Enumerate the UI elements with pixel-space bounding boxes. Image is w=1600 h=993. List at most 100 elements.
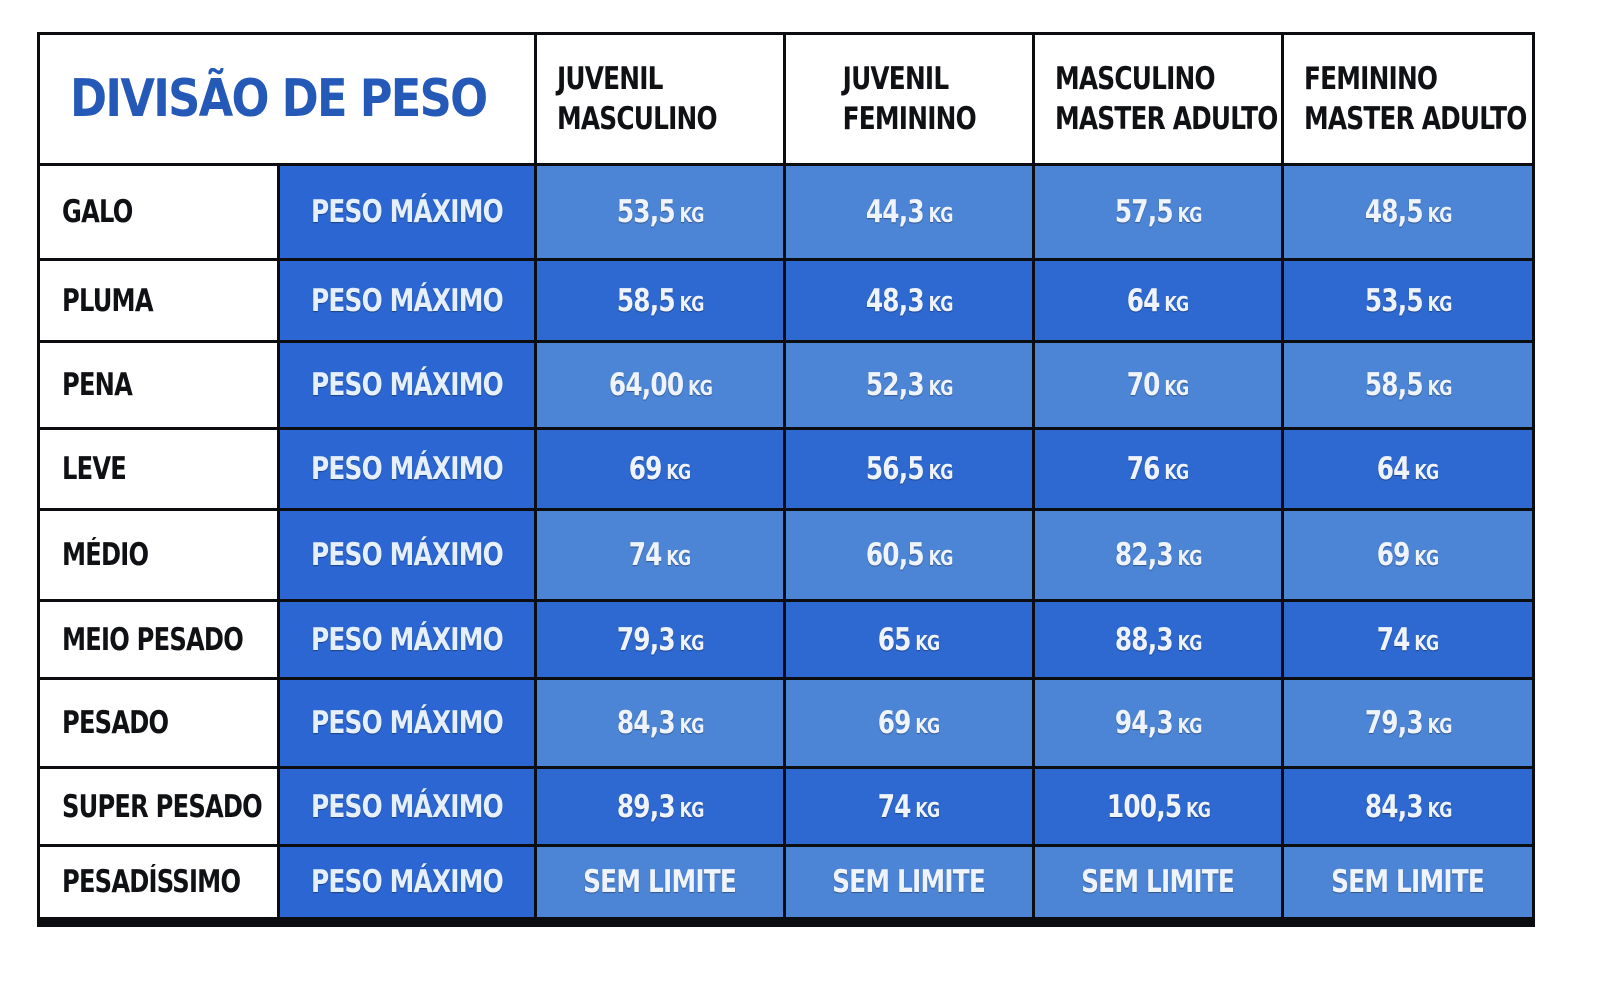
weight-value: 79,3 KG	[617, 622, 705, 658]
weight-value: 58,5 KG	[1364, 367, 1453, 403]
weight-unit: KG	[915, 797, 941, 822]
weight-value-cell: 79,3 KG	[537, 602, 783, 677]
weight-value: 44,3 KG	[866, 194, 954, 230]
weight-value: 84,3 KG	[616, 705, 705, 741]
weight-number: SEM LIMITE	[1081, 864, 1236, 900]
table-title: DIVISÃO DE PESO	[70, 69, 488, 129]
weight-unit: KG	[679, 714, 704, 738]
category-cell: PESADÍSSIMO	[40, 847, 277, 917]
weight-unit: KG	[1177, 546, 1202, 570]
weight-number: 84,3	[616, 705, 676, 741]
weight-value-cell: 74 KG	[537, 511, 783, 599]
category-label: PESADÍSSIMO	[62, 864, 241, 900]
weight-value-cell: 64,00 KG	[537, 343, 783, 427]
category-cell: GALO	[40, 166, 277, 258]
weight-value-cell: 57,5 KG	[1035, 166, 1281, 258]
weight-value-cell: 69 KG	[1284, 511, 1532, 599]
category-label: MÉDIO	[62, 537, 149, 573]
weight-value-cell: 48,5 KG	[1284, 166, 1532, 258]
weight-unit: KG	[1177, 630, 1202, 655]
weight-value: 48,5 KG	[1365, 194, 1453, 230]
weight-number: 84,3	[1364, 788, 1424, 825]
weight-value: 53,5 KG	[617, 194, 705, 230]
weight-value: 79,3 KG	[1364, 705, 1453, 741]
weight-value-cell: 64 KG	[1284, 430, 1532, 508]
weight-value-cell: 65 KG	[786, 602, 1032, 677]
weight-number: 69	[1377, 537, 1411, 573]
weight-unit: KG	[1177, 714, 1202, 738]
weight-unit: KG	[928, 376, 953, 400]
weight-value-cell: 76 KG	[1035, 430, 1281, 508]
weight-value-cell: 52,3 KG	[786, 343, 1032, 427]
weight-number: 70	[1127, 367, 1161, 403]
weight-value: 94,3 KG	[1114, 705, 1203, 741]
peso-maximo-label: PESO MÁXIMO	[311, 788, 504, 825]
weight-value: SEM LIMITE	[584, 864, 738, 900]
column-header-line2: MASCULINO	[557, 101, 718, 137]
category-cell: PENA	[40, 343, 277, 427]
weight-number: 65	[878, 621, 912, 658]
weight-value: 52,3 KG	[865, 367, 954, 403]
category-cell: MÉDIO	[40, 511, 277, 599]
weight-number: 58,5	[1364, 367, 1424, 403]
weight-unit: KG	[666, 546, 692, 570]
weight-unit: KG	[928, 460, 953, 484]
category-label: PENA	[62, 367, 133, 403]
weight-value-cell: SEM LIMITE	[786, 847, 1032, 917]
weight-unit: KG	[915, 714, 941, 738]
weight-unit: KG	[1427, 797, 1452, 822]
category-label: PLUMA	[62, 282, 154, 319]
weight-value-cell: 60,5 KG	[786, 511, 1032, 599]
weight-value: 69 KG	[1377, 537, 1439, 573]
weight-number: 100,5	[1106, 788, 1181, 825]
weight-number: 94,3	[1114, 705, 1174, 741]
weight-number: 64	[1377, 451, 1411, 487]
weight-number: SEM LIMITE	[832, 864, 987, 900]
peso-maximo-label: PESO MÁXIMO	[311, 282, 504, 319]
weight-value: SEM LIMITE	[832, 864, 987, 900]
weight-number: 58,5	[616, 282, 676, 319]
weight-value-cell: 74 KG	[786, 769, 1032, 844]
weight-value-cell: 79,3 KG	[1284, 680, 1532, 766]
peso-maximo-cell: PESO MÁXIMO	[280, 430, 534, 508]
weight-value: 56,5 KG	[866, 451, 954, 487]
weight-number: 88,3	[1114, 621, 1174, 658]
weight-number: 79,3	[1364, 705, 1424, 741]
weight-unit: KG	[1427, 376, 1452, 400]
peso-maximo-label: PESO MÁXIMO	[311, 194, 504, 230]
peso-maximo-label: PESO MÁXIMO	[311, 621, 504, 658]
weight-unit: KG	[1164, 376, 1190, 400]
weight-value: 74 KG	[629, 537, 691, 573]
category-label: MEIO PESADO	[62, 621, 244, 658]
category-cell: PESADO	[40, 680, 277, 766]
weight-number: 48,3	[865, 282, 925, 319]
weight-value-cell: 64 KG	[1035, 261, 1281, 340]
weight-unit: KG	[1414, 546, 1440, 570]
weight-value: SEM LIMITE	[1332, 864, 1486, 900]
weight-unit: KG	[679, 630, 704, 655]
column-header-line2: MASTER ADULTO	[1055, 101, 1278, 137]
weight-value-cell: SEM LIMITE	[1035, 847, 1281, 917]
peso-maximo-cell: PESO MÁXIMO	[280, 680, 534, 766]
weight-number: 52,3	[865, 367, 925, 403]
weight-value-cell: 84,3 KG	[537, 680, 783, 766]
weight-unit: KG	[679, 291, 704, 316]
category-label: SUPER PESADO	[62, 788, 263, 825]
peso-maximo-cell: PESO MÁXIMO	[280, 511, 534, 599]
weight-value-cell: 82,3 KG	[1035, 511, 1281, 599]
column-header-line2: MASTER ADULTO	[1304, 101, 1527, 137]
table-grid: DIVISÃO DE PESO JUVENIL MASCULINO JUVENI…	[40, 35, 1532, 917]
weight-value: 76 KG	[1127, 451, 1189, 487]
weight-unit: KG	[679, 797, 704, 822]
category-cell: MEIO PESADO	[40, 602, 277, 677]
weight-value: 60,5 KG	[866, 537, 954, 573]
weight-value: 64 KG	[1127, 283, 1189, 319]
weight-unit: KG	[1164, 460, 1190, 484]
peso-maximo-label: PESO MÁXIMO	[311, 537, 504, 573]
column-header-line1: FEMININO	[1304, 61, 1438, 97]
weight-value-cell: 48,3 KG	[786, 261, 1032, 340]
weight-unit: KG	[915, 630, 941, 655]
weight-value: 88,3 KG	[1114, 621, 1203, 658]
weight-number: 82,3	[1114, 537, 1174, 573]
weight-value-cell: 69 KG	[537, 430, 783, 508]
